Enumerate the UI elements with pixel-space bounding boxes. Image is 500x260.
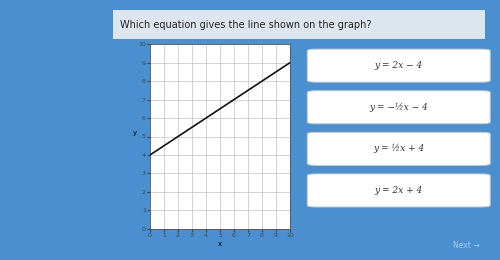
FancyBboxPatch shape — [308, 91, 490, 124]
Text: y = 2x − 4: y = 2x − 4 — [374, 61, 423, 70]
Text: y = 2x + 4: y = 2x + 4 — [374, 186, 423, 195]
FancyBboxPatch shape — [308, 49, 490, 82]
FancyBboxPatch shape — [112, 10, 485, 39]
Text: y = −½x − 4: y = −½x − 4 — [370, 103, 428, 112]
Text: y = ½x + 4: y = ½x + 4 — [373, 144, 424, 153]
FancyBboxPatch shape — [308, 132, 490, 165]
Text: Which equation gives the line shown on the graph?: Which equation gives the line shown on t… — [120, 20, 372, 30]
X-axis label: x: x — [218, 241, 222, 247]
Y-axis label: y: y — [133, 131, 138, 137]
Text: Next →: Next → — [454, 240, 480, 250]
FancyBboxPatch shape — [308, 174, 490, 207]
